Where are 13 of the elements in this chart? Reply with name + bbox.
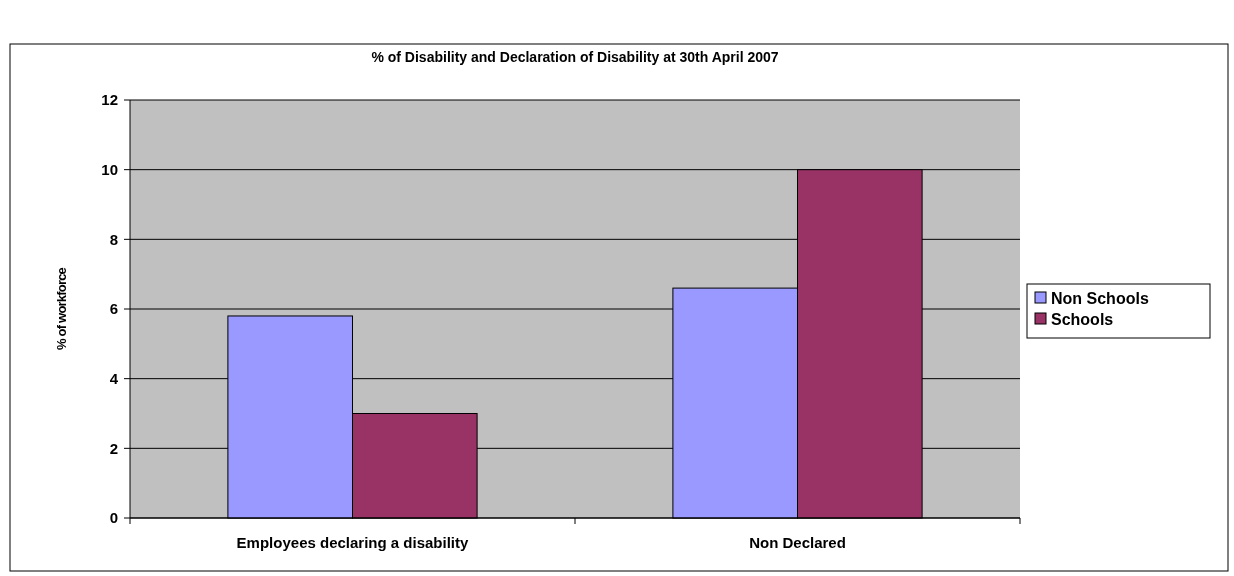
x-tick-label: Employees declaring a disability bbox=[236, 534, 470, 551]
legend-label: Non Schools bbox=[1051, 289, 1149, 307]
chart-title: % of Disability and Declaration of Disability at 30th April 2007 bbox=[371, 49, 779, 65]
y-axis-title: % of workforce bbox=[54, 267, 69, 350]
y-tick-label: 2 bbox=[109, 439, 118, 457]
y-tick-label: 8 bbox=[109, 230, 118, 248]
y-tick-label: 4 bbox=[109, 369, 119, 387]
y-tick-label: 12 bbox=[101, 91, 118, 109]
y-tick-label: 6 bbox=[109, 300, 118, 318]
x-tick-label: Non Declared bbox=[749, 534, 846, 551]
y-tick-label: 0 bbox=[109, 509, 118, 527]
legend-label: Schools bbox=[1051, 310, 1114, 328]
y-tick-label: 10 bbox=[101, 160, 118, 178]
